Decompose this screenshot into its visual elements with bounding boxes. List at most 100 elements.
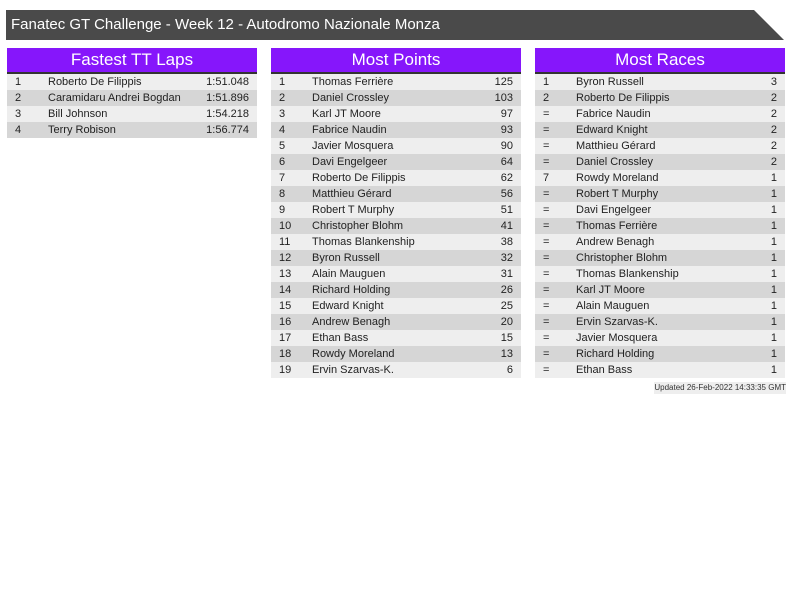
position-cell: = bbox=[543, 300, 550, 312]
driver-name-cell: Matthieu Gérard bbox=[576, 140, 656, 152]
table-row: = Alain Mauguen 1 bbox=[535, 298, 785, 314]
value-cell: 1:54.218 bbox=[206, 108, 249, 120]
driver-name-cell: Karl JT Moore bbox=[576, 284, 645, 296]
panel-header: Fastest TT Laps bbox=[7, 48, 257, 74]
value-cell: 2 bbox=[770, 156, 777, 168]
table-row: 8 Matthieu Gérard 56 bbox=[271, 186, 521, 202]
position-cell: = bbox=[543, 156, 550, 168]
table-row: = Thomas Blankenship 1 bbox=[535, 266, 785, 282]
position-cell: 3 bbox=[279, 108, 286, 120]
table-row: 1 Thomas Ferrière 125 bbox=[271, 74, 521, 90]
table-row: 12 Byron Russell 32 bbox=[271, 250, 521, 266]
position-cell: = bbox=[543, 364, 550, 376]
value-cell: 1 bbox=[770, 188, 777, 200]
table-row: 11 Thomas Blankenship 38 bbox=[271, 234, 521, 250]
table-row: 2 Daniel Crossley 103 bbox=[271, 90, 521, 106]
table-row: 4 Terry Robison 1:56.774 bbox=[7, 122, 257, 138]
value-cell: 25 bbox=[500, 300, 513, 312]
driver-name-cell: Davi Engelgeer bbox=[576, 204, 652, 216]
position-cell: 5 bbox=[279, 140, 286, 152]
page-title: Fanatec GT Challenge - Week 12 - Autodro… bbox=[6, 10, 784, 40]
position-cell: 8 bbox=[279, 188, 286, 200]
value-cell: 51 bbox=[500, 204, 513, 216]
driver-name-cell: Thomas Ferrière bbox=[576, 220, 658, 232]
driver-name-cell: Ervin Szarvas-K. bbox=[576, 316, 658, 328]
table-row: 17 Ethan Bass 15 bbox=[271, 330, 521, 346]
value-cell: 64 bbox=[500, 156, 513, 168]
table-row: 2 Roberto De Filippis 2 bbox=[535, 90, 785, 106]
driver-name-cell: Thomas Ferrière bbox=[312, 76, 394, 88]
position-cell: = bbox=[543, 108, 550, 120]
driver-name-cell: Roberto De Filippis bbox=[48, 76, 142, 88]
value-cell: 1 bbox=[770, 300, 777, 312]
value-cell: 41 bbox=[500, 220, 513, 232]
value-cell: 103 bbox=[494, 92, 513, 104]
table-row: 9 Robert T Murphy 51 bbox=[271, 202, 521, 218]
position-cell: 15 bbox=[279, 300, 292, 312]
value-cell: 2 bbox=[770, 140, 777, 152]
table-row: = Javier Mosquera 1 bbox=[535, 330, 785, 346]
position-cell: 11 bbox=[279, 236, 291, 248]
value-cell: 1 bbox=[770, 364, 777, 376]
table-row: 7 Roberto De Filippis 62 bbox=[271, 170, 521, 186]
value-cell: 1 bbox=[770, 252, 777, 264]
position-cell: 1 bbox=[279, 76, 286, 88]
value-cell: 1 bbox=[770, 220, 777, 232]
value-cell: 2 bbox=[770, 108, 777, 120]
table-row: 4 Fabrice Naudin 93 bbox=[271, 122, 521, 138]
position-cell: 2 bbox=[543, 92, 550, 104]
panel-table: 1 Roberto De Filippis 1:51.048 2 Caramidaru … bbox=[7, 74, 257, 138]
driver-name-cell: Daniel Crossley bbox=[576, 156, 654, 168]
driver-name-cell: Javier Mosquera bbox=[576, 332, 658, 344]
table-row: = Christopher Blohm 1 bbox=[535, 250, 785, 266]
most-races-panel: Most Races 1 Byron Russell 3 2 Roberto De Fil… bbox=[535, 48, 785, 378]
driver-name-cell: Daniel Crossley bbox=[312, 92, 390, 104]
value-cell: 20 bbox=[500, 316, 513, 328]
position-cell: 1 bbox=[15, 76, 22, 88]
table-row: 1 Byron Russell 3 bbox=[535, 74, 785, 90]
position-cell: 13 bbox=[279, 268, 292, 280]
driver-name-cell: Byron Russell bbox=[312, 252, 380, 264]
position-cell: = bbox=[543, 220, 550, 232]
driver-name-cell: Edward Knight bbox=[576, 124, 648, 136]
table-row: = Fabrice Naudin 2 bbox=[535, 106, 785, 122]
updated-timestamp: Updated 26-Feb-2022 14:33:35 GMT bbox=[654, 382, 786, 394]
table-row: 6 Davi Engelgeer 64 bbox=[271, 154, 521, 170]
value-cell: 62 bbox=[500, 172, 513, 184]
table-row: 1 Roberto De Filippis 1:51.048 bbox=[7, 74, 257, 90]
position-cell: = bbox=[543, 252, 550, 264]
value-cell: 1 bbox=[770, 316, 777, 328]
position-cell: 16 bbox=[279, 316, 292, 328]
panel-table: 1 Thomas Ferrière 125 2 Daniel Crossley 103 3 K… bbox=[271, 74, 521, 378]
value-cell: 1 bbox=[770, 268, 777, 280]
position-cell: 14 bbox=[279, 284, 292, 296]
position-cell: 2 bbox=[279, 92, 286, 104]
value-cell: 1:51.896 bbox=[206, 92, 249, 104]
value-cell: 38 bbox=[500, 236, 513, 248]
value-cell: 2 bbox=[770, 92, 777, 104]
driver-name-cell: Alain Mauguen bbox=[312, 268, 386, 280]
value-cell: 93 bbox=[500, 124, 513, 136]
position-cell: 4 bbox=[15, 124, 22, 136]
driver-name-cell: Fabrice Naudin bbox=[576, 108, 651, 120]
value-cell: 1:51.048 bbox=[206, 76, 249, 88]
driver-name-cell: Roberto De Filippis bbox=[576, 92, 670, 104]
table-row: 3 Bill Johnson 1:54.218 bbox=[7, 106, 257, 122]
position-cell: 10 bbox=[279, 220, 292, 232]
driver-name-cell: Robert T Murphy bbox=[312, 204, 395, 216]
position-cell: 19 bbox=[279, 364, 292, 376]
position-cell: = bbox=[543, 284, 550, 296]
most-points-panel: Most Points 1 Thomas Ferrière 125 2 Daniel Cr… bbox=[271, 48, 521, 378]
table-row: 16 Andrew Benagh 20 bbox=[271, 314, 521, 330]
position-cell: 3 bbox=[15, 108, 22, 120]
position-cell: = bbox=[543, 140, 550, 152]
table-row: = Andrew Benagh 1 bbox=[535, 234, 785, 250]
table-row: 14 Richard Holding 26 bbox=[271, 282, 521, 298]
driver-name-cell: Thomas Blankenship bbox=[576, 268, 679, 280]
value-cell: 6 bbox=[506, 364, 513, 376]
value-cell: 31 bbox=[500, 268, 513, 280]
driver-name-cell: Terry Robison bbox=[48, 124, 116, 136]
value-cell: 3 bbox=[770, 76, 777, 88]
driver-name-cell: Richard Holding bbox=[576, 348, 655, 360]
table-row: = Richard Holding 1 bbox=[535, 346, 785, 362]
